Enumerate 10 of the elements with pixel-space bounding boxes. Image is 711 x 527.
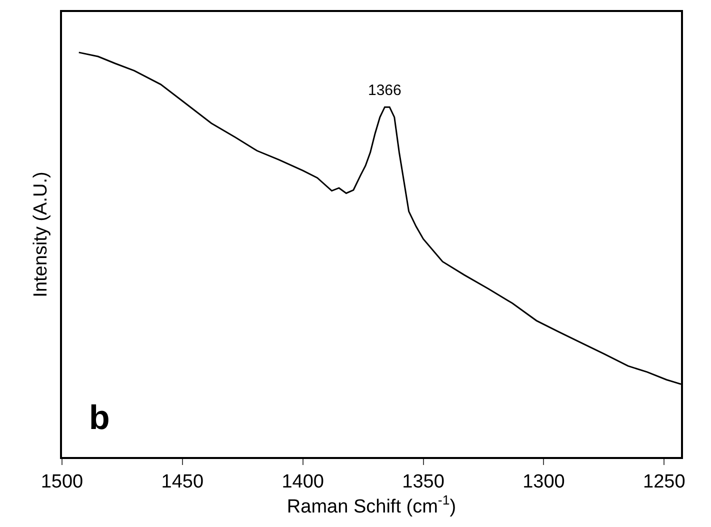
x-tick-label: 1450 (161, 472, 204, 493)
annotation: b (89, 399, 110, 437)
x-tick-label: 1350 (402, 472, 444, 493)
x-tick-label: 1300 (522, 472, 565, 493)
annotation: 1366 (368, 82, 402, 99)
x-axis-title: Raman Schift (cm$^{-1}$) (286, 492, 456, 518)
y-axis-title: Intensity (A.U.) (30, 172, 52, 298)
x-tick-label: 1400 (282, 472, 324, 493)
x-tick-label: 1500 (40, 472, 84, 493)
x-tick-label: 1250 (643, 472, 686, 493)
